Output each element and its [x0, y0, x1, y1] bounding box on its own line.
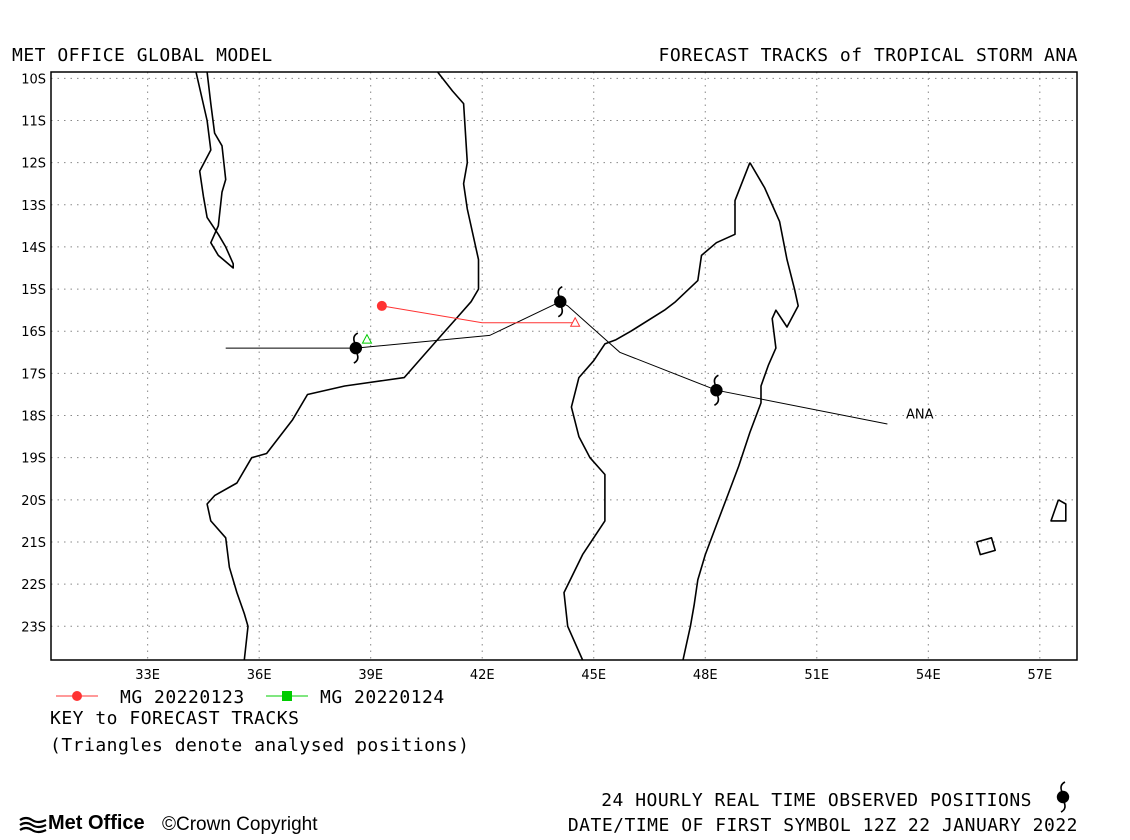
coastline-africa-coast: [206, 72, 480, 660]
lon-tick-label: 57E: [1027, 668, 1052, 683]
observed-positions-storm-icon: [1056, 781, 1070, 813]
forecast-start-marker-0: [376, 300, 387, 311]
met-office-logo: Met Office: [18, 812, 145, 835]
map-frame: [50, 71, 1078, 661]
lon-tick-label: 45E: [581, 668, 606, 683]
gridlines: [51, 72, 1077, 660]
lat-tick-label: 12S: [21, 157, 46, 172]
copyright: ©Crown Copyright: [162, 814, 318, 836]
storm-symbol-core: [710, 384, 723, 397]
copyright-icon: ©: [162, 814, 176, 835]
tracks: [225, 286, 888, 425]
key-note: (Triangles denote analysed positions): [50, 735, 470, 756]
lon-tick-label: 36E: [247, 668, 272, 683]
storm-symbol-core: [349, 341, 363, 355]
lon-tick-label: 39E: [358, 668, 383, 683]
met-office-logo-icon: [19, 816, 47, 833]
lon-tick-label: 54E: [916, 668, 941, 683]
analysed-position-marker-0: [569, 316, 581, 327]
lat-tick-label: 18S: [21, 410, 46, 425]
analysed-position-marker-1: [361, 333, 373, 344]
storm-symbol-icon-0: [349, 332, 363, 364]
lon-tick-label: 48E: [693, 668, 718, 683]
storm-symbol-arm: [557, 286, 563, 298]
legend-marker-mg-20220123: [72, 691, 82, 701]
copyright-text: Crown Copyright: [176, 814, 318, 835]
coastline-madagascar: [563, 162, 799, 660]
key-title: KEY to FORECAST TRACKS: [50, 708, 300, 729]
legend-label-mg-20220124: MG 20220124: [320, 687, 445, 708]
legend-label-mg-20220123: MG 20220123: [120, 687, 245, 708]
storm-name-label: ANA: [906, 407, 934, 422]
lat-tick-label: 17S: [21, 367, 46, 382]
lat-tick-label: 23S: [21, 620, 46, 635]
lat-tick-label: 14S: [21, 241, 46, 256]
storm-symbol-core: [1056, 790, 1070, 804]
lat-tick-label: 21S: [21, 536, 46, 551]
lon-tick-label: 42E: [470, 668, 495, 683]
storm-symbol-icon-1: [554, 286, 567, 318]
storm-symbol-arm: [1060, 801, 1066, 813]
model-title: MET OFFICE GLOBAL MODEL: [12, 45, 273, 66]
met-office-logo-text: Met Office: [48, 812, 145, 834]
storm-symbol-arm: [557, 306, 564, 318]
coastline-lake-malawi: [195, 72, 234, 269]
chart-title: FORECAST TRACKS of TROPICAL STORM ANA: [658, 45, 1078, 66]
coastlines: [195, 72, 1067, 660]
lat-tick-label: 15S: [21, 283, 46, 298]
legend-samples: [56, 691, 308, 701]
forecast-track-line-0: [381, 305, 576, 324]
coastline-reunion: [975, 537, 996, 556]
storm-symbol-arm: [1060, 781, 1066, 793]
lat-tick-label: 22S: [21, 578, 46, 593]
observed-track-line: [225, 301, 888, 425]
coastline-mauritius: [1050, 499, 1067, 522]
lat-tick-label: 20S: [21, 494, 46, 509]
lon-tick-label: 51E: [804, 668, 829, 683]
lat-tick-label: 11S: [21, 114, 46, 129]
storm-symbol-core: [554, 295, 567, 308]
lat-tick-label: 16S: [21, 325, 46, 340]
storm-symbol-arm: [713, 374, 719, 386]
storm-symbol-icon-2: [710, 374, 723, 406]
lat-tick-label: 10S: [21, 72, 46, 87]
lon-tick-label: 33E: [135, 668, 160, 683]
legend-marker-mg-20220124: [282, 691, 292, 701]
observed-positions-text: 24 HOURLY REAL TIME OBSERVED POSITIONS: [601, 790, 1032, 811]
lat-tick-label: 19S: [21, 452, 46, 467]
storm-symbol-arm: [353, 332, 359, 344]
lat-tick-label: 13S: [21, 199, 46, 214]
storm-symbol-arm: [353, 352, 359, 364]
storm-symbol-arm: [714, 394, 720, 406]
datetime-text: DATE/TIME OF FIRST SYMBOL 12Z 22 JANUARY…: [567, 815, 1078, 836]
